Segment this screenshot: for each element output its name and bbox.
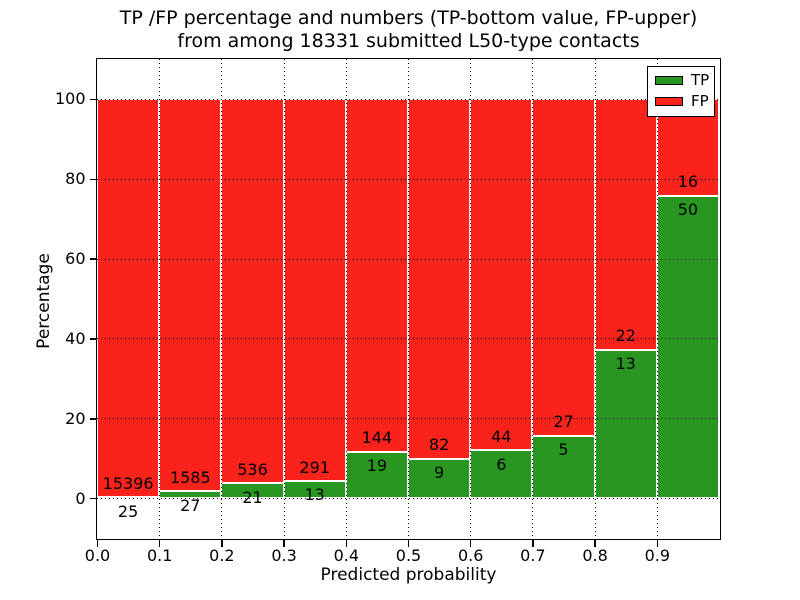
x-axis-tick-label: 0.3 — [271, 545, 297, 565]
chart-title-line1: TP /FP percentage and numbers (TP-bottom… — [119, 7, 698, 29]
x-axis-tick — [221, 539, 223, 547]
x-axis-tick — [594, 539, 596, 547]
x-axis-tick — [158, 539, 161, 547]
plot-area: TP FP 15396 25 1585 27 536 21 291 13 144 19 82 9 44 6… — [96, 58, 721, 540]
bar-tp-segment — [345, 451, 408, 499]
x-axis-tick — [532, 539, 534, 547]
bar-fp-count: 22 — [615, 326, 636, 346]
bar-tp-count: 13 — [615, 354, 636, 374]
x-axis-tick — [345, 539, 348, 547]
bar-fp-segment — [408, 98, 471, 459]
gridline-vertical — [408, 59, 409, 538]
gridline-vertical — [159, 59, 161, 538]
x-axis-tick-label: 0.7 — [520, 545, 546, 565]
y-axis-tick — [89, 178, 97, 180]
bar-tp-count: 13 — [304, 485, 325, 505]
y-axis-tick-label: 80 — [65, 169, 86, 189]
y-axis-tick-label: 0 — [75, 488, 86, 508]
bar-tp-count: 6 — [496, 454, 507, 474]
gridline-vertical — [221, 59, 223, 538]
chart-title: TP /FP percentage and numbers (TP-bottom… — [96, 7, 721, 53]
bar-fp-segment — [470, 98, 533, 451]
gridline-horizontal — [97, 178, 719, 180]
x-axis-tick-label: 0.9 — [644, 545, 671, 565]
gridline-vertical — [656, 59, 658, 538]
plot-canvas: TP FP 15396 25 1585 27 536 21 291 13 144 19 82 9 44 6… — [97, 59, 720, 539]
gridline-horizontal — [97, 98, 719, 100]
bar-fp-count: 27 — [553, 412, 574, 432]
gridline-horizontal — [97, 258, 719, 260]
x-axis-tick — [469, 539, 472, 547]
gridline-vertical — [532, 59, 534, 538]
gridline-vertical — [470, 59, 472, 538]
legend-item-fp: FP — [655, 92, 709, 110]
bar-fp-count: 44 — [491, 426, 512, 446]
bar-fp-count: 536 — [237, 459, 268, 479]
bar-tp-count: 21 — [242, 487, 263, 507]
y-axis-tick — [89, 98, 97, 101]
bar-fp-segment — [221, 98, 284, 484]
bar-fp-count: 144 — [361, 428, 393, 448]
gridline-horizontal — [97, 338, 719, 340]
gridline-vertical — [345, 59, 347, 538]
bar-fp-count: 82 — [428, 435, 450, 455]
y-axis-tick — [89, 338, 97, 340]
gridline-vertical — [594, 59, 596, 538]
x-axis-tick-label: 0.1 — [146, 545, 173, 565]
x-axis-tick-label: 0.5 — [395, 545, 422, 565]
bar-fp-count: 291 — [299, 457, 330, 477]
bar-fp-segment — [283, 98, 346, 481]
gridline-vertical — [283, 59, 285, 538]
x-axis-tick-label: 0.2 — [209, 545, 235, 565]
y-axis-tick — [89, 497, 97, 500]
legend-item-tp: TP — [655, 71, 710, 89]
bar-fp-count: 1585 — [169, 467, 211, 487]
y-axis-tick-label: 20 — [65, 408, 86, 428]
bar-tp-count: 27 — [180, 495, 201, 515]
bar-tp-segment — [656, 195, 719, 499]
legend-swatch-fp — [655, 97, 683, 106]
bar-fp-count: 16 — [677, 172, 699, 192]
y-axis-tick-label: 60 — [65, 249, 86, 269]
bar-tp-count: 25 — [117, 501, 139, 521]
x-axis-tick — [96, 539, 99, 547]
bar-fp-count: 15396 — [102, 473, 154, 493]
legend-label-tp: TP — [691, 71, 710, 89]
legend-label-fp: FP — [691, 92, 709, 110]
x-axis-tick-label: 0.8 — [582, 545, 608, 565]
bar-tp-count: 5 — [558, 440, 569, 460]
bar-fp-segment — [97, 98, 160, 498]
bar-tp-count: 50 — [677, 200, 699, 220]
x-axis-tick-label: 0.0 — [84, 545, 111, 565]
bar-tp-segment — [532, 435, 595, 499]
y-axis-tick — [89, 258, 97, 260]
gridline-horizontal — [97, 498, 719, 500]
bar-tp-segment — [408, 458, 471, 499]
bar-tp-count: 19 — [366, 456, 388, 476]
y-axis-tick-label: 40 — [65, 328, 86, 348]
bar-fp-segment — [532, 98, 595, 436]
bar-fp-segment — [594, 98, 657, 350]
y-axis-tick — [89, 418, 97, 420]
legend-swatch-tp — [655, 76, 683, 85]
legend: TP FP — [647, 66, 715, 117]
x-axis-tick — [283, 539, 285, 547]
bar-tp-segment — [594, 349, 657, 499]
bar-fp-segment — [159, 98, 222, 492]
x-axis-tick-label: 0.4 — [333, 545, 360, 565]
y-axis-label: Percentage — [34, 253, 54, 349]
bar-fp-segment — [345, 98, 408, 452]
chart-title-line2: from among 18331 submitted L50-type cont… — [177, 30, 640, 52]
x-axis-tick — [407, 539, 410, 547]
x-axis-tick — [656, 539, 659, 547]
gridline-horizontal — [97, 418, 719, 420]
bar-tp-segment — [470, 450, 533, 499]
x-axis-tick-label: 0.6 — [457, 545, 484, 565]
x-axis-label: Predicted probability — [320, 565, 497, 585]
y-axis-tick-label: 100 — [54, 89, 86, 109]
bar-tp-count: 9 — [434, 463, 445, 483]
